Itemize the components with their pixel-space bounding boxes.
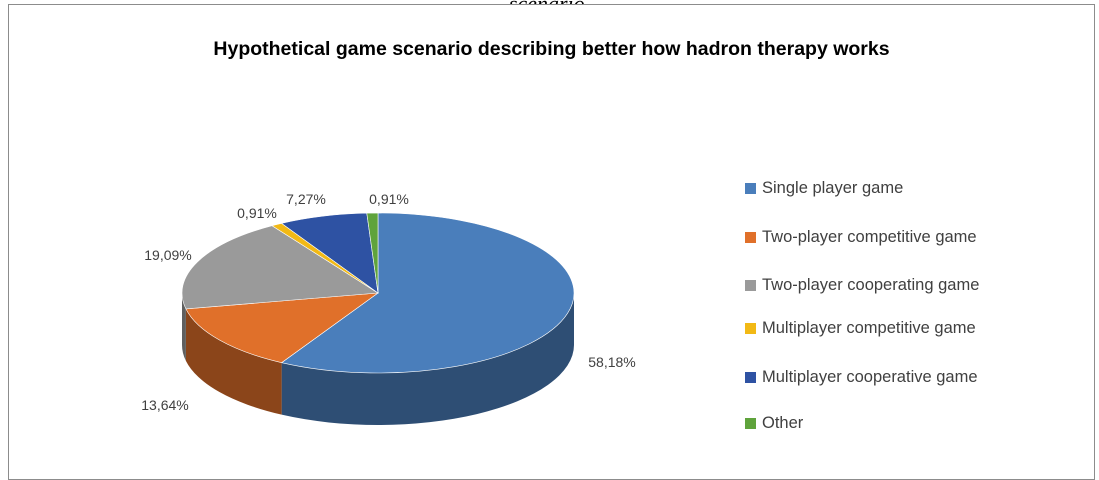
pie-side-single-player (281, 293, 574, 426)
pie-sides (182, 293, 574, 426)
legend-label: Other (762, 414, 804, 432)
legend-item-multiplayer-competitive: Multiplayer competitive game (745, 316, 976, 340)
legend-item-two-player-cooperating: Two-player cooperating game (745, 273, 979, 297)
pie-slice-single-player (280, 212, 575, 374)
chart-area (8, 4, 1095, 480)
pie-slice-two-player-competitive (185, 292, 380, 363)
data-label-multiplayer-cooperative: 7,27% (286, 191, 326, 207)
legend-item-multiplayer-cooperative: Multiplayer cooperative game (745, 365, 978, 389)
pie-slice-other (366, 212, 379, 294)
legend-swatch (745, 372, 756, 383)
legend-swatch (745, 323, 756, 334)
data-label-other: 0,91% (369, 191, 409, 207)
pie-tops (181, 212, 575, 374)
pie-labels: 58,18% 13,64% 19,09% 0,91% 7,27% 0,91% (141, 191, 635, 413)
legend-swatch (745, 183, 756, 194)
data-label-single-player: 58,18% (588, 354, 635, 370)
legend-swatch (745, 418, 756, 429)
legend-item-other: Other (745, 411, 803, 435)
legend-item-two-player-competitive: Two-player competitive game (745, 225, 977, 249)
data-label-two-player-competitive: 13,64% (141, 397, 188, 413)
pie-slice-two-player-cooperating (181, 225, 379, 310)
legend-label: Multiplayer cooperative game (762, 368, 978, 386)
legend-label: Multiplayer competitive game (762, 319, 976, 337)
legend-label: Two-player cooperating game (762, 276, 980, 294)
data-label-multiplayer-competitive: 0,91% (237, 205, 277, 221)
legend-swatch (745, 232, 756, 243)
chart-title: Hypothetical game scenario describing be… (213, 38, 890, 60)
pie-side-two-player-cooperating (182, 293, 186, 361)
legend-swatch (745, 280, 756, 291)
legend-item-single-player: Single player game (745, 176, 903, 200)
legend-label: Two-player competitive game (762, 228, 977, 246)
legend-label: Single player game (762, 179, 904, 197)
data-label-two-player-cooperating: 19,09% (144, 247, 191, 263)
pie-side-two-player-competitive (185, 308, 282, 415)
